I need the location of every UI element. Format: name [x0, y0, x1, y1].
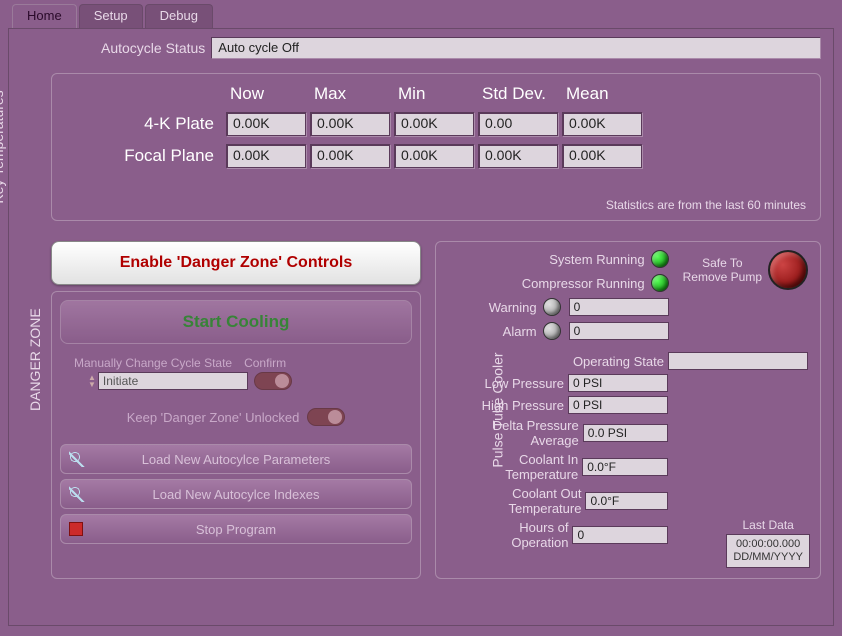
- coolant-in-value: 0.0°F: [582, 458, 668, 476]
- kt-r0-now: 0.00K: [226, 112, 306, 136]
- start-cooling-button[interactable]: Start Cooling: [60, 300, 412, 344]
- stop-program-button[interactable]: Stop Program: [60, 514, 412, 544]
- kt-col-min: Min: [394, 84, 474, 104]
- danger-zone-panel: Start Cooling Manually Change Cycle Stat…: [51, 291, 421, 579]
- delta-pressure-value: 0.0 PSI: [583, 424, 668, 442]
- main-panel: Autocycle Status Auto cycle Off Key Temp…: [8, 28, 834, 626]
- low-pressure-value: 0 PSI: [568, 374, 668, 392]
- alarm-led: [543, 322, 561, 340]
- coolant-out-value: 0.0°F: [585, 492, 668, 510]
- alarm-value: 0: [569, 322, 669, 340]
- compressor-running-led: [651, 274, 669, 292]
- stepper-arrows-icon[interactable]: ▲▼: [88, 374, 96, 388]
- last-data-label: Last Data: [726, 518, 810, 532]
- kt-r1-min: 0.00K: [394, 144, 474, 168]
- stop-program-label: Stop Program: [196, 522, 276, 537]
- keep-unlocked-label: Keep 'Danger Zone' Unlocked: [127, 410, 300, 425]
- system-running-label: System Running: [549, 252, 644, 267]
- kt-r1-now: 0.00K: [226, 144, 306, 168]
- kt-footnote: Statistics are from the last 60 minutes: [606, 198, 806, 212]
- magnifier-icon: [69, 486, 85, 502]
- safe-label-2: Remove Pump: [683, 270, 762, 284]
- compressor-running-label: Compressor Running: [522, 276, 645, 291]
- safe-remove-led: [768, 250, 808, 290]
- operating-state-value: [668, 352, 808, 370]
- autocycle-field: Auto cycle Off: [211, 37, 821, 59]
- safe-label-1: Safe To: [683, 256, 762, 270]
- pulse-tube-panel: Pulse Tube Cooler System Running Compres…: [435, 241, 821, 579]
- autocycle-label: Autocycle Status: [101, 40, 205, 56]
- kt-col-max: Max: [310, 84, 390, 104]
- load-params-button[interactable]: Load New Autocylce Parameters: [60, 444, 412, 474]
- cycle-state-spinner[interactable]: ▲▼ Initiate: [88, 372, 248, 390]
- warning-value: 0: [569, 298, 669, 316]
- operating-state-label: Operating State: [573, 354, 664, 369]
- coolant-in-label: Coolant In Temperature: [464, 452, 578, 482]
- kt-r0-std: 0.00: [478, 112, 558, 136]
- confirm-toggle[interactable]: [254, 372, 292, 390]
- kt-row0-label: 4-K Plate: [92, 114, 222, 134]
- cycle-state-label: Manually Change Cycle State: [74, 356, 232, 370]
- kt-r1-max: 0.00K: [310, 144, 390, 168]
- hours-value: 0: [572, 526, 668, 544]
- key-temps-title: Key Temperatures: [0, 90, 6, 203]
- kt-r0-max: 0.00K: [310, 112, 390, 136]
- kt-col-std: Std Dev.: [478, 84, 558, 104]
- kt-r0-mean: 0.00K: [562, 112, 642, 136]
- delta-pressure-label: Delta Pressure Average: [464, 418, 579, 448]
- tab-home[interactable]: Home: [12, 4, 77, 28]
- danger-zone-title: DANGER ZONE: [27, 308, 43, 411]
- warning-label: Warning: [489, 300, 537, 315]
- enable-danger-button[interactable]: Enable 'Danger Zone' Controls: [51, 241, 421, 285]
- load-indexes-button[interactable]: Load New Autocylce Indexes: [60, 479, 412, 509]
- coolant-out-label: Coolant Out Temperature: [464, 486, 581, 516]
- key-temperatures-panel: Key Temperatures Now Max Min Std Dev. Me…: [51, 73, 821, 221]
- cycle-state-value: Initiate: [98, 372, 248, 390]
- high-pressure-value: 0 PSI: [568, 396, 668, 414]
- last-data-block: Last Data 00:00:00.000 DD/MM/YYYY: [726, 518, 810, 568]
- load-params-label: Load New Autocylce Parameters: [142, 452, 331, 467]
- confirm-label: Confirm: [244, 356, 286, 370]
- tab-debug[interactable]: Debug: [145, 4, 213, 28]
- kt-r0-min: 0.00K: [394, 112, 474, 136]
- tab-bar: Home Setup Debug: [0, 0, 842, 28]
- hours-label: Hours of Operation: [464, 520, 568, 550]
- keep-unlocked-toggle[interactable]: [307, 408, 345, 426]
- autocycle-status-row: Autocycle Status Auto cycle Off: [101, 37, 821, 59]
- kt-row1-label: Focal Plane: [92, 146, 222, 166]
- alarm-label: Alarm: [503, 324, 537, 339]
- load-indexes-label: Load New Autocylce Indexes: [153, 487, 320, 502]
- stop-icon: [69, 522, 83, 536]
- kt-r1-mean: 0.00K: [562, 144, 642, 168]
- system-running-led: [651, 250, 669, 268]
- warning-led: [543, 298, 561, 316]
- magnifier-icon: [69, 451, 85, 467]
- tab-setup[interactable]: Setup: [79, 4, 143, 28]
- kt-r1-std: 0.00K: [478, 144, 558, 168]
- kt-col-mean: Mean: [562, 84, 642, 104]
- kt-col-now: Now: [226, 84, 306, 104]
- pulse-title: Pulse Tube Cooler: [490, 352, 506, 467]
- last-data-timestamp: 00:00:00.000 DD/MM/YYYY: [726, 534, 810, 568]
